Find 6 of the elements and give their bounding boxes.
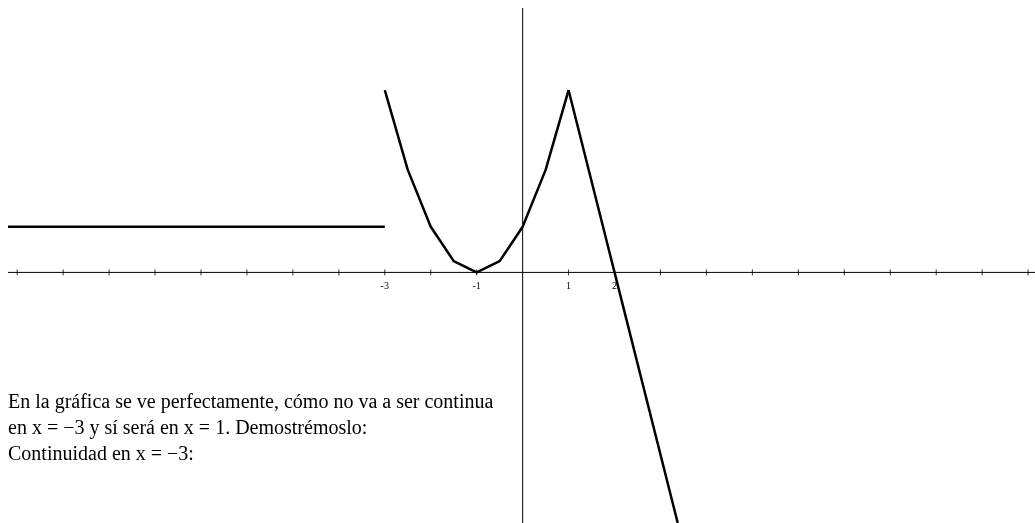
annotation: En la gráfica se ve perfectamente, cómo no va a ser continua en x = −3 y sí será en x = 1. Demostrémoslo:	[8, 389, 495, 440]
x-tick-label: -3	[380, 280, 389, 292]
annotation: Continuidad en x = −3:	[8, 441, 195, 466]
x-tick-label: -1	[472, 280, 481, 292]
x-tick-label: 1	[566, 280, 572, 292]
x-tick-label: 2	[612, 280, 618, 292]
